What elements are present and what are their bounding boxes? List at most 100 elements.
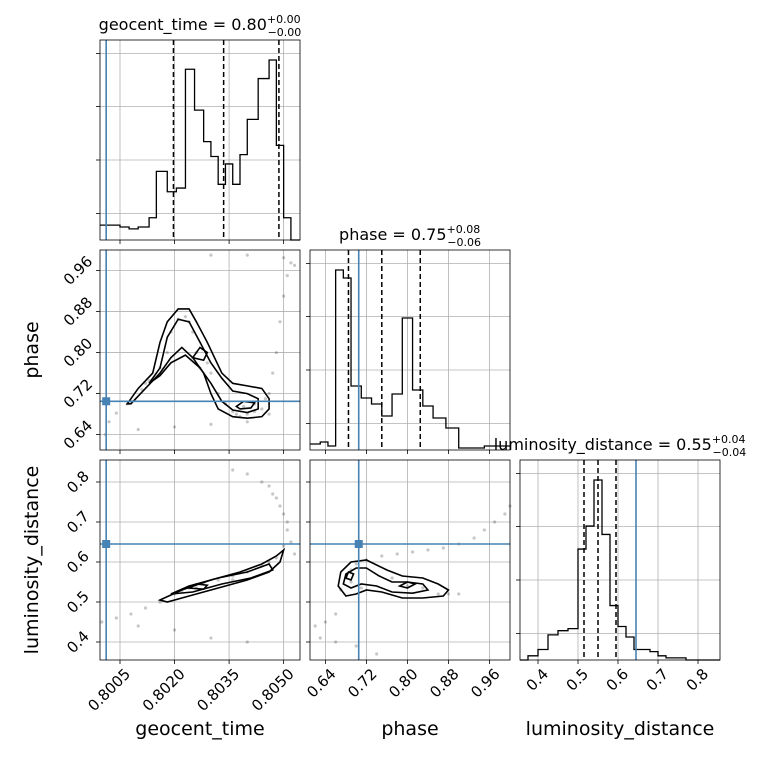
y-tick-label: 0.80 <box>60 334 96 370</box>
sample-point <box>446 592 451 596</box>
sample-point <box>205 361 209 365</box>
sample-point <box>359 586 363 590</box>
contour-level <box>191 346 209 362</box>
truth-marker <box>102 397 111 406</box>
contour-level <box>170 563 274 595</box>
sample-point <box>375 652 379 656</box>
sample-point <box>231 468 235 472</box>
sample-point <box>263 397 268 401</box>
hist-frame <box>99 39 301 241</box>
truth-marker <box>354 540 363 548</box>
sample-point <box>285 528 289 532</box>
sample-point <box>292 552 297 556</box>
title-main: luminosity_distance = 0.55 <box>494 435 712 455</box>
y-tick-label: 0.4 <box>63 627 93 657</box>
sample-point <box>172 628 177 632</box>
sample-point <box>209 253 213 257</box>
sample-point <box>395 552 399 556</box>
y-tick-label: 0.88 <box>60 293 96 329</box>
sample-point <box>274 350 278 355</box>
x-tick-label: 0.64 <box>303 665 339 701</box>
sample-point <box>349 580 353 584</box>
panel-frame <box>309 459 511 661</box>
hist-frame <box>309 249 511 451</box>
sample-point <box>278 320 282 324</box>
sample-point <box>282 544 286 548</box>
sample-point <box>260 407 264 411</box>
sample-point <box>183 315 188 319</box>
sample-point <box>282 256 286 260</box>
y-tick-label: 0.64 <box>60 416 96 452</box>
y-axis-label-phase: phase <box>21 321 43 378</box>
sample-point <box>334 640 338 644</box>
sample-point <box>436 592 440 596</box>
sample-point <box>282 512 286 516</box>
sample-point <box>421 586 425 590</box>
sample-point <box>216 578 220 582</box>
sample-point <box>292 263 297 267</box>
sample-point <box>245 253 249 257</box>
contour-level <box>148 318 259 414</box>
sample-point <box>271 371 275 375</box>
x-tick-label: 0.8005 <box>84 665 134 715</box>
sample-point <box>410 550 415 554</box>
sample-point <box>457 592 461 596</box>
sample-point <box>234 412 238 416</box>
hist-panel-luminosity_distance: luminosity_distance = 0.55+0.04 −0.04 <box>494 433 747 664</box>
hist-frame <box>519 459 721 661</box>
sample-point <box>318 636 322 640</box>
panel-title-luminosity_distance: luminosity_distance = 0.55+0.04 −0.04 <box>494 433 747 459</box>
sample-point <box>242 404 246 409</box>
histogram-phase <box>310 269 510 449</box>
hist-panel-phase: phase = 0.75+0.08 −0.06 <box>306 223 511 454</box>
x-axis-label-geocent_time: geocent_time <box>135 718 264 740</box>
panel-title-phase: phase = 0.75+0.08 −0.06 <box>339 223 481 249</box>
sample-point <box>143 606 148 610</box>
y-tick-label: 0.6 <box>63 547 93 577</box>
sample-point <box>482 528 486 532</box>
sample-point <box>334 612 338 616</box>
sample-point <box>426 548 430 552</box>
y-axis-label-luminosity_distance: luminosity_distance <box>21 466 43 655</box>
contour-level <box>234 400 256 410</box>
contour-level <box>397 581 418 589</box>
sample-point <box>267 484 271 488</box>
sample-point <box>209 636 213 640</box>
x-tick-label: 0.8035 <box>193 665 243 715</box>
contour-level <box>337 559 450 599</box>
sample-point <box>323 620 327 624</box>
sample-point <box>354 644 358 648</box>
y-tick-label: 0.8 <box>63 467 93 497</box>
x-tick-label: 0.8020 <box>139 665 189 715</box>
sample-point <box>172 425 177 429</box>
sample-point <box>282 294 286 298</box>
x-tick-label: 0.4 <box>523 665 553 695</box>
x-tick-label: 0.8050 <box>248 665 298 715</box>
sample-point <box>354 562 358 566</box>
sample-point <box>472 536 476 540</box>
histogram-geocent_time <box>100 59 300 241</box>
x-tick-label: 0.72 <box>344 665 380 701</box>
sample-point <box>209 371 213 375</box>
x-axis-label-phase: phase <box>381 718 438 740</box>
sample-point <box>260 480 264 484</box>
scatter-panel-geocent_time-phase <box>96 249 301 454</box>
sample-point <box>390 576 394 580</box>
panel-frame <box>99 459 301 661</box>
histogram-luminosity_distance <box>520 479 720 661</box>
x-tick-label: 0.6 <box>603 665 633 695</box>
sample-point <box>503 512 507 516</box>
sample-point <box>313 624 317 628</box>
title-main: geocent_time = 0.80 <box>99 15 267 35</box>
sample-point <box>107 420 111 424</box>
sample-point <box>136 624 140 628</box>
title-sub: −0.06 <box>447 236 481 249</box>
sample-point <box>245 640 249 644</box>
title-sup: +0.04 <box>712 433 746 446</box>
sample-point <box>100 620 104 624</box>
sample-point <box>289 540 293 544</box>
sample-point <box>271 492 275 496</box>
sample-point <box>441 546 445 550</box>
truth-marker <box>102 540 111 548</box>
